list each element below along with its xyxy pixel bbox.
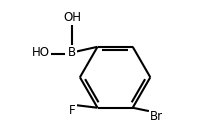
Text: HO: HO xyxy=(32,46,50,59)
Text: OH: OH xyxy=(63,11,81,24)
Text: Br: Br xyxy=(150,110,163,123)
Text: B: B xyxy=(68,46,76,59)
Text: F: F xyxy=(69,104,76,117)
